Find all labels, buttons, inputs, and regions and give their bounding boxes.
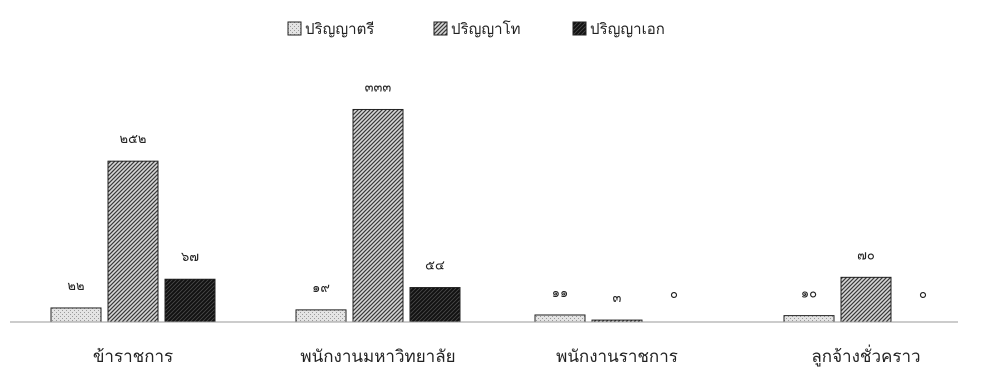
bar-2-series-3: [409, 287, 461, 323]
bar-2-series-2: [352, 108, 404, 323]
bar-1-series-1: [50, 307, 102, 323]
category-label-4: ลูกจ้างชั่วคราว: [811, 344, 920, 367]
legend-label-2: ปริญญาโท: [451, 20, 521, 38]
value-label-3-2: ๓: [613, 291, 622, 306]
legend-swatch-1: [287, 21, 302, 36]
value-label-1-3: ๖๗: [181, 250, 199, 265]
value-label-1-1: ๒๒: [67, 279, 84, 294]
value-label-2-3: ๕๔: [425, 259, 445, 274]
value-label-2-1: ๑๙: [312, 281, 330, 296]
legend-label-1: ปริญญาตรี: [305, 20, 374, 38]
bar-4-series-1: [783, 315, 835, 323]
bar-4-series-2: [840, 276, 892, 323]
value-label-4-1: ๑๐: [801, 287, 817, 302]
legend-label-3: ปริญญาเอก: [590, 20, 665, 38]
bars-group: [50, 108, 892, 323]
value-label-2-2: ๓๓๓: [365, 80, 392, 95]
value-label-3-1: ๑๑: [552, 286, 569, 301]
bar-3-series-1: [534, 314, 586, 323]
value-label-4-2: ๗๐: [857, 248, 875, 263]
value-label-4-3: ๐: [919, 287, 927, 302]
bar-1-series-2: [107, 160, 159, 323]
bar-2-series-1: [295, 309, 347, 323]
legend-swatch-3: [572, 21, 587, 36]
legend: ปริญญาตรี ปริญญาโท ปริญญาเอก: [287, 20, 665, 38]
value-label-3-3: ๐: [670, 287, 678, 302]
legend-swatch-2: [433, 21, 448, 36]
category-labels-group: ข้าราชการ พนักงานมหาวิทยาลัย พนักงานราชการ…: [93, 344, 921, 367]
bar-1-series-3: [164, 278, 216, 323]
category-label-3: พนักงานราชการ: [556, 347, 678, 367]
category-label-1: ข้าราชการ: [93, 347, 173, 367]
value-label-1-2: ๒๕๒: [120, 132, 147, 147]
category-label-2: พนักงานมหาวิทยาลัย: [300, 347, 455, 367]
